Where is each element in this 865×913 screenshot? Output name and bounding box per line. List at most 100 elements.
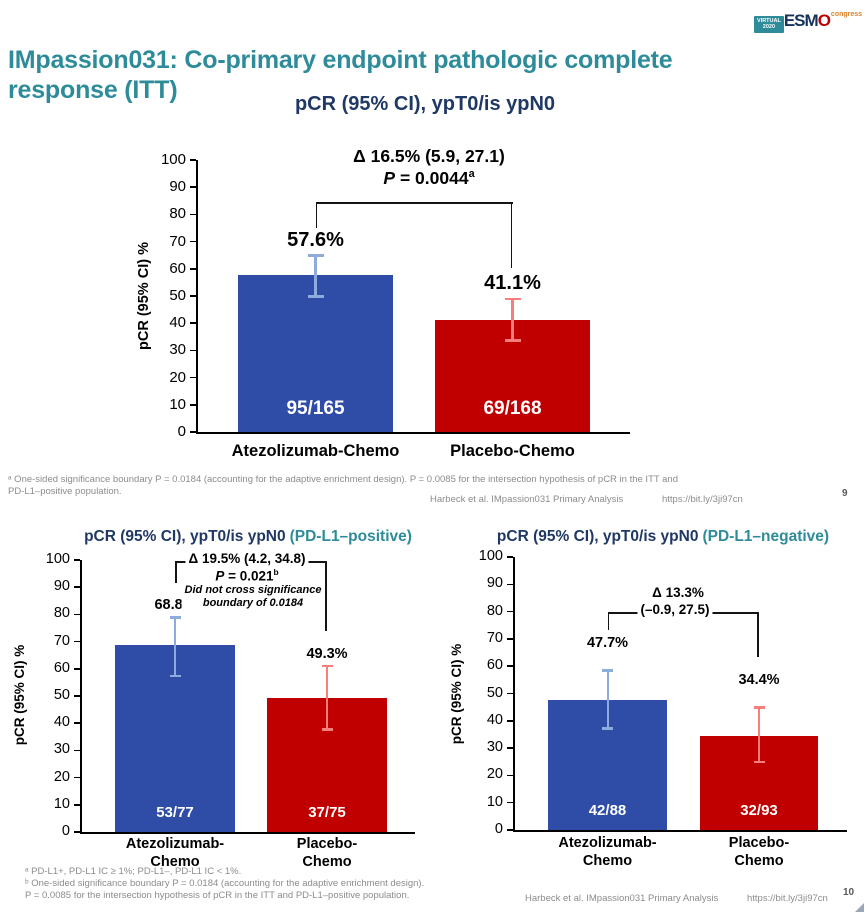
y-tick xyxy=(74,586,80,588)
y-tick xyxy=(507,638,513,640)
y-tick xyxy=(190,159,196,161)
esmo-logo: VIRTUAL 2020 ESMO congress xyxy=(754,11,862,33)
esmo-wordmark: ESMO xyxy=(783,11,831,30)
significance-note-line2: boundary of 0.0184 xyxy=(202,597,304,609)
bar-atezolizumab-chemo xyxy=(238,275,393,432)
y-tick xyxy=(507,774,513,777)
y-tick xyxy=(190,376,196,379)
significance-note: Did not cross significance boundary of 0… xyxy=(181,584,325,610)
bar-value-label: 57.6% xyxy=(287,228,344,251)
y-tick-label: 10 xyxy=(169,395,186,413)
y-tick xyxy=(74,640,80,643)
citation-top: Harbeck et al. IMpassion031 Primary Anal… xyxy=(430,494,624,505)
category-label: Placebo-Chemo xyxy=(450,442,575,460)
chart-title-itt: pCR (95% CI), ypT0/is ypN0 xyxy=(291,93,559,116)
y-tick xyxy=(190,268,196,270)
delta-annotation-pdl1-negative: Δ 13.3% xyxy=(649,585,707,600)
y-tick xyxy=(74,695,80,697)
category-label: Placebo- Chemo xyxy=(296,836,358,870)
y-tick-label: 50 xyxy=(53,687,70,703)
virtual-2020-badge: VIRTUAL 2020 xyxy=(754,16,784,33)
chart-title-suffix: (PD-L1–positive) xyxy=(289,528,412,545)
y-tick-label: 0 xyxy=(61,823,70,839)
y-tick xyxy=(190,322,196,324)
x-axis xyxy=(196,432,630,434)
y-tick-label: 0 xyxy=(494,821,503,837)
y-tick-label: 70 xyxy=(486,629,503,646)
comparison-bracket-left xyxy=(607,612,610,630)
p-superscript: a xyxy=(468,168,475,181)
y-tick-label: 40 xyxy=(53,714,70,731)
bar-count-label: 42/88 xyxy=(588,802,627,819)
y-tick xyxy=(507,747,513,749)
y-tick-label: 100 xyxy=(45,551,70,567)
y-tick xyxy=(190,349,196,352)
p-text: = 0.021 xyxy=(224,568,274,584)
y-tick-label: 80 xyxy=(169,205,186,223)
y-tick xyxy=(74,749,80,752)
chart-title-suffix: (PD-L1–negative) xyxy=(702,528,830,545)
bar-count-label: 95/165 xyxy=(286,398,345,419)
category-label: Atezolizumab- Chemo xyxy=(558,835,657,869)
y-axis xyxy=(80,560,82,834)
bar-count-label: 37/75 xyxy=(308,804,346,821)
y-tick xyxy=(74,613,80,616)
p-value-annotation-itt: P = 0.0044a xyxy=(380,168,478,189)
error-bar xyxy=(511,298,514,341)
y-axis-label: pCR (95% CI) % xyxy=(12,644,27,746)
y-tick-label: 30 xyxy=(486,739,503,756)
delta-annotation-pdl1-positive: Δ 19.5% (4.2, 34.8) xyxy=(185,551,309,566)
y-tick xyxy=(74,722,80,724)
comparison-bracket-left xyxy=(315,202,318,228)
congress-label: congress xyxy=(830,11,863,18)
error-bar-cap-top xyxy=(602,669,613,672)
y-tick-label: 70 xyxy=(169,232,186,250)
p-superscript: b xyxy=(273,567,279,577)
y-tick-label: 90 xyxy=(486,575,503,592)
y-tick xyxy=(190,240,196,243)
y-tick xyxy=(507,665,513,667)
p-text: = 0.0044 xyxy=(395,168,469,188)
y-tick-label: 30 xyxy=(53,741,70,758)
y-tick-label: 80 xyxy=(486,602,503,619)
footnote-itt: ᵃ One-sided significance boundary P = 0.… xyxy=(8,474,678,498)
bar-count-label: 32/93 xyxy=(740,802,778,819)
chart-title-pdl1-positive: pCR (95% CI), ypT0/is ypN0 (PD-L1–positiv… xyxy=(81,528,415,546)
comparison-bracket-right xyxy=(510,202,513,268)
footnote-subgroups: ᵃ PD-L1+, PD-L1 IC ≥ 1%; PD-L1–, PD-L1 I… xyxy=(25,866,424,902)
error-bar xyxy=(758,707,760,762)
badge-year-label: 2020 xyxy=(762,24,776,31)
bar-value-label: 41.1% xyxy=(484,272,541,295)
error-bar-cap-bottom xyxy=(169,674,181,678)
y-tick-label: 20 xyxy=(169,368,186,386)
y-tick-label: 20 xyxy=(53,768,70,785)
p-italic: P xyxy=(383,168,396,188)
y-tick-label: 50 xyxy=(169,287,186,304)
error-bar-cap-top xyxy=(169,616,181,619)
footnote-subgroups-line3: P = 0.0085 for the intersection hypothes… xyxy=(25,890,410,901)
y-tick-label: 60 xyxy=(169,259,186,277)
error-bar-cap-top xyxy=(321,664,333,668)
y-tick xyxy=(74,804,80,806)
y-tick-label: 20 xyxy=(486,766,503,783)
y-tick xyxy=(74,559,80,561)
comparison-bracket-right xyxy=(757,612,759,657)
error-bar xyxy=(326,665,328,730)
error-bar-cap-bottom xyxy=(602,727,613,730)
error-bar-cap-top xyxy=(753,706,765,709)
footnote-subgroups-line2: ᵇ One-sided significance boundary P = 0.… xyxy=(25,878,425,889)
y-tick xyxy=(190,431,196,433)
chart-title-main: pCR (95% CI), ypT0/is ypN0 xyxy=(84,528,286,545)
y-tick xyxy=(74,831,80,833)
error-bar xyxy=(174,617,176,677)
y-axis xyxy=(196,160,198,434)
page-number-9: 9 xyxy=(842,488,848,499)
y-tick-label: 100 xyxy=(478,548,503,564)
comparison-bracket-top xyxy=(315,202,513,204)
x-axis xyxy=(80,832,415,834)
error-bar-cap-bottom xyxy=(307,295,324,298)
p-italic: P xyxy=(215,568,225,584)
y-tick-label: 40 xyxy=(169,314,186,332)
footnote-subgroups-line1: ᵃ PD-L1+, PD-L1 IC ≥ 1%; PD-L1–, PD-L1 I… xyxy=(25,866,242,877)
